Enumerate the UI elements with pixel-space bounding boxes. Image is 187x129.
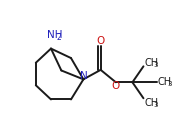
- Text: 3: 3: [167, 81, 172, 87]
- Text: O: O: [112, 81, 120, 91]
- Text: O: O: [96, 37, 105, 46]
- Text: 2: 2: [57, 33, 62, 42]
- Text: N: N: [79, 71, 87, 81]
- Text: 3: 3: [154, 62, 158, 68]
- Text: CH: CH: [158, 77, 172, 87]
- Text: NH: NH: [47, 30, 62, 40]
- Text: CH: CH: [144, 98, 158, 108]
- Text: CH: CH: [144, 58, 158, 68]
- Text: 3: 3: [154, 102, 158, 108]
